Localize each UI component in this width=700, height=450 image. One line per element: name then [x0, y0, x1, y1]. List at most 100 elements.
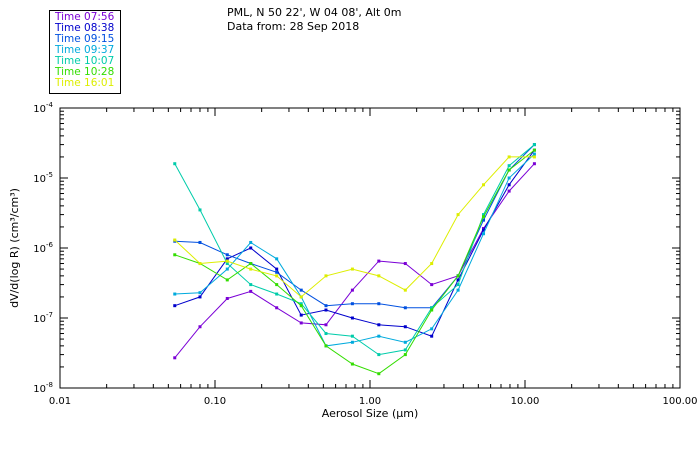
series-6-point: [377, 372, 381, 376]
series-1-point: [324, 323, 328, 327]
series-7-point: [249, 267, 253, 271]
series-6-point: [532, 148, 536, 152]
x-tick-label: 100.00: [663, 396, 698, 407]
series-1-point: [430, 283, 434, 287]
legend-entry-7: Time 16:01: [55, 77, 115, 89]
series-3-point: [482, 218, 486, 222]
legend-entry-1: Time 07:56: [55, 11, 115, 23]
series-3-point: [198, 240, 202, 244]
series-1-point: [482, 226, 486, 230]
series-7-point: [299, 295, 303, 299]
x-tick-labels: 0.01 0.10 1.00 10.00 100.00: [49, 396, 698, 407]
series-5-point: [532, 143, 536, 147]
series-4-point: [225, 267, 229, 271]
series-3-point: [377, 302, 381, 306]
series-1-point: [532, 162, 536, 166]
series-5-point: [507, 164, 511, 168]
series-line-4: [174, 153, 535, 347]
series-4-point: [173, 292, 177, 296]
series-5-point: [225, 262, 229, 266]
series-7-point: [377, 274, 381, 278]
series-4-point: [275, 257, 279, 261]
series-7-point: [507, 155, 511, 159]
series-2-point: [299, 313, 303, 317]
series-3-point: [275, 270, 279, 274]
series-2-point: [430, 334, 434, 338]
series-1-point: [173, 356, 177, 360]
series-3-point: [299, 288, 303, 292]
series-2-point: [377, 323, 381, 327]
series-4-point: [507, 176, 511, 180]
y-tick-exponent: -5: [46, 171, 53, 179]
series-6-point: [430, 308, 434, 312]
series-3-point: [403, 306, 407, 310]
series-2-point: [275, 267, 279, 271]
series-2-point: [456, 278, 460, 282]
series-1-point: [225, 296, 229, 300]
series-line-3: [174, 144, 535, 309]
series-4-point: [350, 340, 354, 344]
series-5-point: [430, 306, 434, 310]
series-line-2: [174, 149, 535, 337]
series-4-point: [532, 152, 536, 156]
series-2-point: [173, 304, 177, 308]
series-6-point: [299, 304, 303, 308]
y-tick-exponent: -6: [46, 241, 54, 249]
series-2-point: [225, 257, 229, 261]
x-tick-label: 0.10: [204, 396, 226, 407]
x-tick-label: 1.00: [359, 396, 381, 407]
series-4-point: [430, 327, 434, 331]
y-tick-labels: 10-810-710-610-510-4: [33, 101, 53, 395]
series-5-point: [377, 353, 381, 357]
series-5-point: [403, 348, 407, 352]
series-7-point: [430, 262, 434, 266]
series-2-point: [249, 246, 253, 250]
x-tick-label: 10.00: [511, 396, 540, 407]
series-1-point: [377, 259, 381, 263]
axis-ticks: [59, 108, 680, 389]
legend: Time 07:56 Time 08:38 Time 09:15 Time 09:37…: [49, 10, 121, 94]
y-tick-label: 10: [33, 384, 46, 395]
series-7-point: [324, 274, 328, 278]
series-1-point: [507, 189, 511, 193]
series-3-point: [350, 302, 354, 306]
series-4-point: [377, 334, 381, 338]
y-tick-exponent: -8: [46, 381, 53, 389]
series-2-point: [403, 325, 407, 329]
series-1-point: [299, 321, 303, 325]
series-7-point: [456, 213, 460, 217]
plot-frame: [59, 107, 681, 389]
series-4-point: [403, 340, 407, 344]
series-5-point: [350, 334, 354, 338]
series-2-point: [482, 228, 486, 232]
series-6-point: [173, 253, 177, 257]
series-5-point: [249, 283, 253, 287]
series-2-point: [507, 183, 511, 187]
series-5-point: [275, 292, 279, 296]
series-7-point: [275, 274, 279, 278]
series-6-point: [456, 274, 460, 278]
series-1-point: [249, 289, 253, 293]
legend-entry-6: Time 10:28: [55, 66, 115, 78]
location-title: PML, N 50 22', W 04 08', Alt 0m: [227, 6, 402, 19]
legend-entry-4: Time 09:37: [55, 44, 115, 56]
date-line: Data from: 28 Sep 2018: [227, 20, 360, 33]
series-1-point: [198, 325, 202, 329]
series-6-point: [507, 168, 511, 172]
series-7-point: [225, 259, 229, 263]
series-6-point: [482, 215, 486, 219]
series-4-point: [198, 291, 202, 295]
y-tick-label: 10: [33, 244, 46, 255]
series-3-point: [324, 304, 328, 308]
y-tick-label: 10: [33, 314, 46, 325]
series-1-point: [275, 306, 279, 310]
series-5-point: [456, 283, 460, 287]
x-tick-label: 0.01: [49, 396, 71, 407]
series-2-point: [350, 316, 354, 320]
series-6-point: [275, 283, 279, 287]
series-6-point: [403, 353, 407, 357]
series-6-point: [249, 262, 253, 266]
series-1-point: [350, 288, 354, 292]
y-tick-label: 10: [33, 104, 46, 115]
